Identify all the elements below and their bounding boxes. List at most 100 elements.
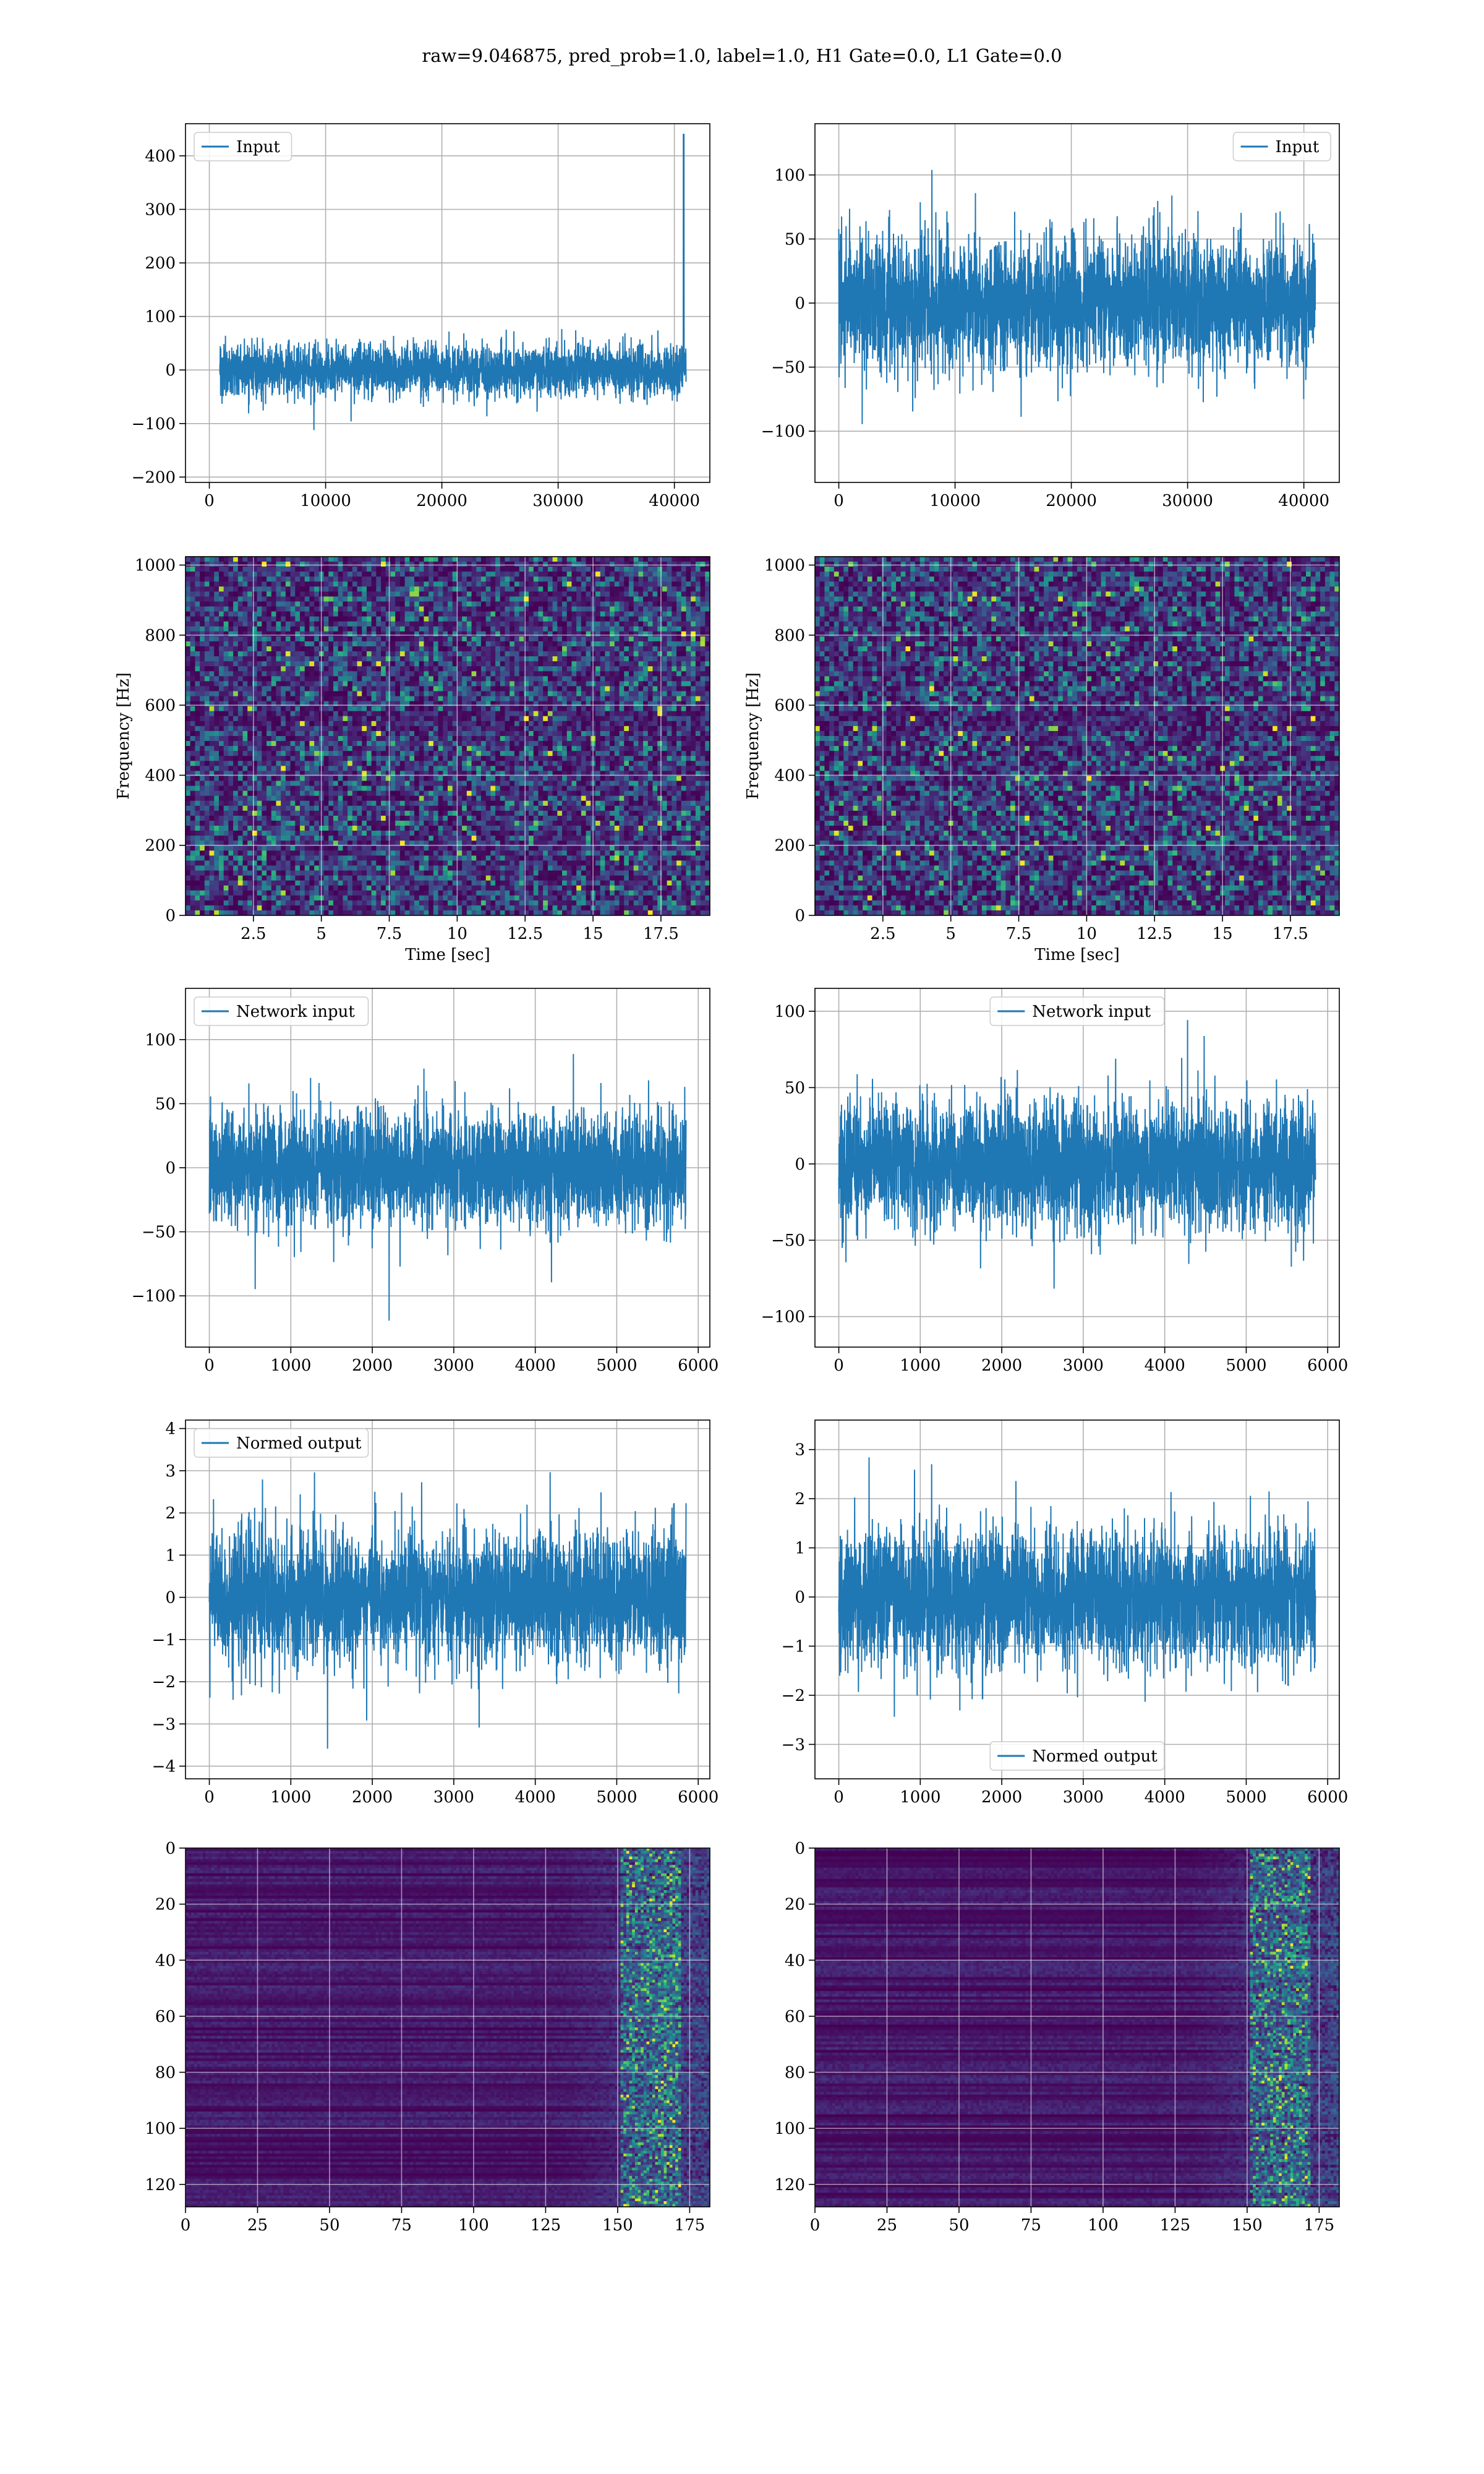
- heatmap-cell: [343, 571, 348, 577]
- heatmap-cell: [595, 586, 600, 592]
- heatmap-cell: [414, 656, 419, 662]
- heatmap-cell: [195, 746, 200, 751]
- heatmap-cell: [338, 581, 343, 587]
- heatmap-cell: [247, 746, 252, 751]
- y-tick-label: 200: [145, 254, 176, 273]
- heatmap-cell: [457, 761, 462, 766]
- heatmap-cell: [224, 716, 229, 722]
- heatmap-cell: [333, 576, 338, 582]
- heatmap-cell: [553, 581, 558, 587]
- heatmap-cell: [433, 681, 438, 687]
- heatmap-cell: [362, 686, 367, 691]
- heatmap-cell: [343, 612, 348, 617]
- heatmap-cell: [400, 706, 405, 712]
- heatmap-cell: [343, 631, 348, 637]
- heatmap-cell: [652, 746, 657, 751]
- heatmap-cell: [243, 612, 248, 617]
- heatmap-cell: [309, 766, 314, 771]
- heatmap-cell: [681, 756, 686, 761]
- heatmap-cell: [638, 756, 643, 761]
- heatmap-cell: [581, 696, 586, 702]
- heatmap-cell: [662, 631, 667, 637]
- heatmap-cell: [395, 706, 400, 712]
- heatmap-cell: [600, 741, 605, 747]
- heatmap-cell: [267, 636, 271, 642]
- heatmap-cell: [291, 641, 296, 647]
- heatmap-cell: [309, 596, 314, 602]
- heatmap-cell: [409, 557, 414, 562]
- heatmap-cell: [486, 776, 491, 781]
- heatmap-cell: [681, 721, 686, 727]
- heatmap-cell: [652, 731, 657, 737]
- heatmap-cell: [338, 761, 343, 766]
- panel-r2-c1: 2.5 5 7.5 10 12.5 15 17.502004006008001000Time…: [114, 557, 710, 964]
- heatmap-cell: [352, 686, 357, 691]
- heatmap-cell: [372, 721, 377, 727]
- heatmap-cell: [624, 656, 629, 662]
- heatmap-cell: [362, 726, 367, 732]
- heatmap-cell: [190, 581, 195, 587]
- heatmap-cell: [657, 576, 662, 582]
- heatmap-cell: [429, 596, 433, 602]
- heatmap-cell: [581, 681, 586, 687]
- heatmap-cell: [305, 711, 310, 717]
- heatmap-cell: [390, 562, 395, 567]
- heatmap-cell: [486, 562, 491, 567]
- heatmap-cell: [681, 686, 686, 691]
- heatmap-cell: [510, 591, 514, 597]
- heatmap-cell: [205, 676, 210, 682]
- heatmap-cell: [300, 607, 305, 612]
- heatmap-cell: [567, 631, 572, 637]
- heatmap-cell: [257, 617, 262, 622]
- heatmap-cell: [615, 756, 620, 761]
- heatmap-cell: [424, 751, 429, 756]
- heatmap-cell: [557, 666, 562, 672]
- heatmap-cell: [309, 641, 314, 647]
- heatmap-cell: [205, 591, 210, 597]
- heatmap-cell: [267, 706, 271, 712]
- heatmap-cell: [615, 612, 620, 617]
- heatmap-cell: [405, 567, 410, 572]
- heatmap-cell: [267, 756, 271, 761]
- heatmap-cell: [419, 776, 424, 781]
- heatmap-cell: [543, 766, 548, 771]
- heatmap-cell: [490, 641, 495, 647]
- heatmap-cell: [424, 716, 429, 722]
- heatmap-cell: [381, 617, 386, 622]
- heatmap-cell: [586, 676, 591, 682]
- heatmap-cell: [300, 557, 305, 562]
- heatmap-cell: [362, 581, 367, 587]
- heatmap-cell: [309, 681, 314, 687]
- heatmap-cell: [538, 726, 543, 732]
- heatmap-cell: [510, 602, 514, 607]
- heatmap-cell: [343, 607, 348, 612]
- heatmap-cell: [395, 696, 400, 702]
- heatmap-cell: [343, 746, 348, 751]
- heatmap-cell: [367, 656, 372, 662]
- heatmap-cell: [228, 607, 233, 612]
- heatmap-cell: [352, 691, 357, 697]
- heatmap-cell: [381, 607, 386, 612]
- heatmap-cell: [681, 622, 686, 627]
- heatmap-cell: [386, 602, 391, 607]
- heatmap-cell: [243, 562, 248, 567]
- heatmap-cell: [352, 776, 357, 781]
- heatmap-cell: [386, 622, 391, 627]
- heatmap-cell: [314, 701, 319, 707]
- heatmap-cell: [657, 656, 662, 662]
- heatmap-cell: [219, 776, 224, 781]
- heatmap-cell: [291, 636, 296, 642]
- heatmap-cell: [352, 602, 357, 607]
- heatmap-cell: [281, 726, 286, 732]
- heatmap-cell: [433, 627, 438, 632]
- heatmap-cell: [543, 676, 548, 682]
- heatmap-cell: [190, 676, 195, 682]
- heatmap-cell: [328, 746, 333, 751]
- heatmap-cell: [643, 612, 648, 617]
- heatmap-cell: [624, 586, 629, 592]
- heatmap-cell: [291, 711, 296, 717]
- heatmap-cell: [605, 602, 610, 607]
- heatmap-cell: [257, 711, 262, 717]
- heatmap-cell: [243, 746, 248, 751]
- heatmap-cell: [696, 751, 701, 756]
